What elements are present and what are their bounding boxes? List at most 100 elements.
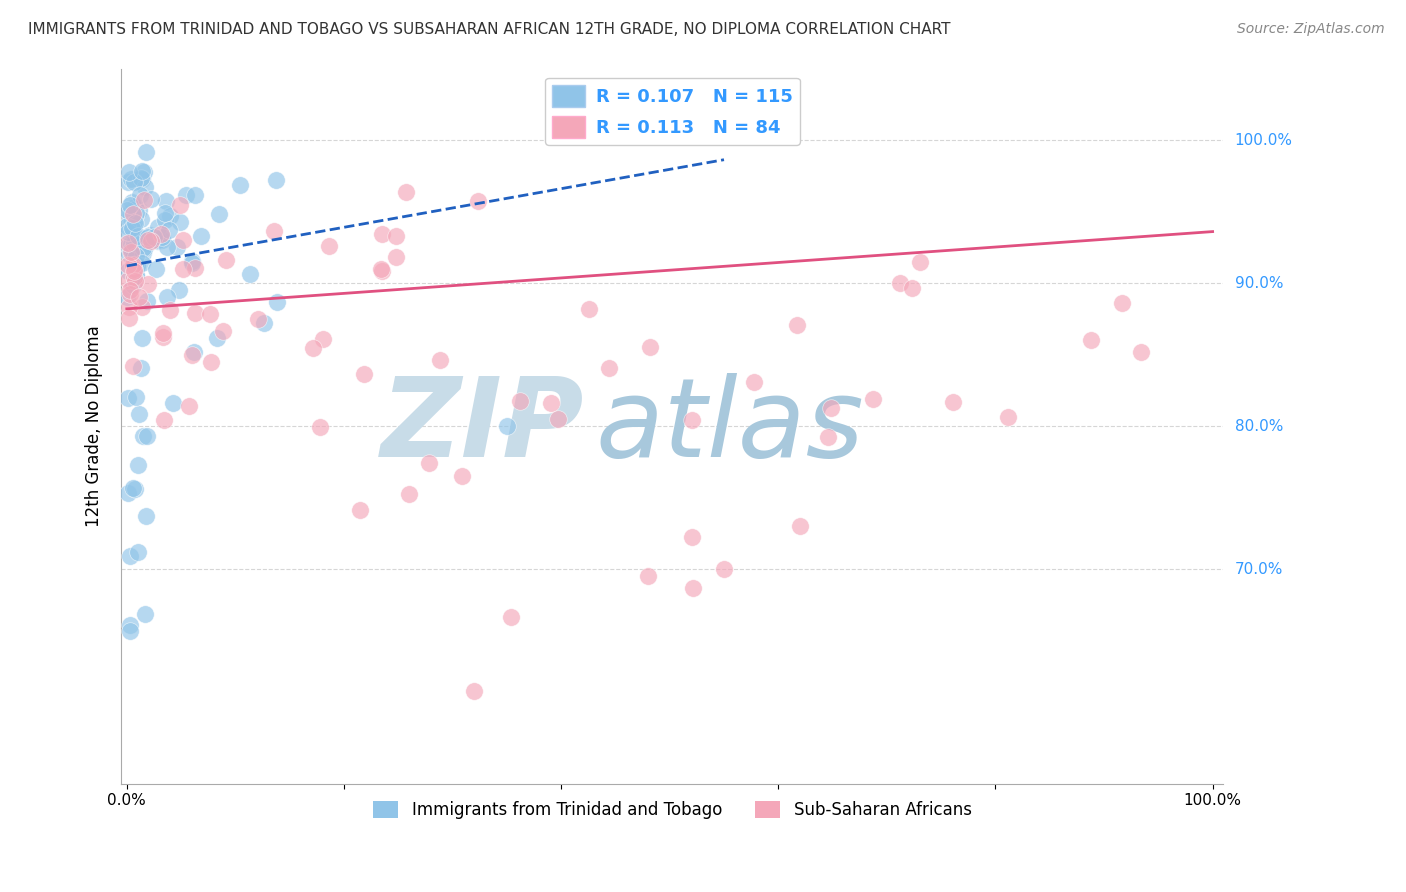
Point bbox=[127, 228, 149, 243]
Point bbox=[120, 172, 142, 186]
Point bbox=[155, 206, 177, 220]
Point bbox=[349, 502, 371, 516]
Point bbox=[124, 216, 146, 230]
Point bbox=[150, 230, 173, 244]
Point bbox=[129, 360, 152, 375]
Point bbox=[125, 268, 148, 283]
Point bbox=[353, 367, 375, 381]
Text: IMMIGRANTS FROM TRINIDAD AND TOBAGO VS SUBSAHARAN AFRICAN 12TH GRADE, NO DIPLOMA: IMMIGRANTS FROM TRINIDAD AND TOBAGO VS S… bbox=[28, 22, 950, 37]
Point bbox=[132, 246, 155, 260]
Point bbox=[122, 236, 145, 251]
Point bbox=[120, 211, 142, 226]
Point bbox=[146, 220, 169, 235]
Point bbox=[117, 258, 139, 272]
Point bbox=[118, 549, 141, 564]
Point bbox=[145, 261, 167, 276]
Point bbox=[146, 233, 169, 247]
Point bbox=[501, 609, 523, 624]
Point bbox=[398, 487, 420, 501]
Point bbox=[371, 264, 394, 278]
Point bbox=[122, 260, 145, 274]
Point bbox=[124, 202, 146, 216]
Point bbox=[142, 230, 165, 244]
Point bbox=[122, 175, 145, 189]
Point bbox=[131, 301, 153, 315]
Point bbox=[118, 164, 141, 178]
Point bbox=[131, 163, 153, 178]
Point bbox=[117, 263, 139, 277]
Point bbox=[318, 239, 340, 253]
Point bbox=[117, 391, 139, 405]
Point bbox=[997, 409, 1019, 424]
Point bbox=[118, 286, 141, 301]
Point bbox=[172, 233, 194, 247]
Point bbox=[124, 257, 146, 271]
Point bbox=[247, 312, 270, 326]
Point bbox=[180, 256, 202, 270]
Point bbox=[120, 236, 142, 251]
Point bbox=[141, 192, 163, 206]
Point bbox=[713, 562, 735, 576]
Point bbox=[127, 238, 149, 252]
Point bbox=[156, 290, 179, 304]
Point bbox=[181, 254, 204, 268]
Point bbox=[252, 316, 274, 330]
Point bbox=[153, 213, 176, 227]
Point bbox=[786, 318, 808, 333]
Point bbox=[121, 277, 143, 292]
Point bbox=[239, 267, 262, 281]
Point bbox=[152, 326, 174, 340]
Point bbox=[132, 241, 155, 255]
Point bbox=[264, 173, 287, 187]
Point bbox=[124, 482, 146, 496]
Point bbox=[127, 458, 149, 472]
Point bbox=[302, 341, 325, 355]
Point bbox=[122, 359, 145, 374]
Point bbox=[910, 255, 932, 269]
Point bbox=[125, 206, 148, 220]
Point bbox=[118, 214, 141, 228]
Point bbox=[309, 419, 332, 434]
Point bbox=[547, 412, 569, 426]
Point bbox=[744, 375, 766, 389]
Point bbox=[122, 262, 145, 277]
Point bbox=[467, 194, 489, 208]
Point bbox=[128, 188, 150, 202]
Point bbox=[172, 261, 194, 276]
Point bbox=[598, 361, 620, 376]
Point bbox=[128, 290, 150, 304]
Point bbox=[118, 206, 141, 220]
Point bbox=[121, 250, 143, 264]
Point bbox=[215, 252, 238, 267]
Point bbox=[418, 457, 440, 471]
Point bbox=[134, 243, 156, 257]
Point bbox=[139, 227, 162, 242]
Point bbox=[190, 228, 212, 243]
Point bbox=[122, 264, 145, 278]
Point bbox=[136, 233, 159, 247]
Point bbox=[122, 270, 145, 285]
Point bbox=[146, 234, 169, 248]
Point bbox=[120, 618, 142, 632]
Point bbox=[125, 249, 148, 263]
Point bbox=[121, 221, 143, 235]
Point bbox=[184, 260, 207, 275]
Text: 90.0%: 90.0% bbox=[1234, 276, 1284, 291]
Point bbox=[117, 273, 139, 287]
Point bbox=[134, 607, 156, 621]
Text: 80.0%: 80.0% bbox=[1234, 418, 1282, 434]
Text: 100.0%: 100.0% bbox=[1234, 133, 1292, 147]
Point bbox=[159, 209, 181, 223]
Point bbox=[166, 240, 188, 254]
Point bbox=[129, 212, 152, 227]
Point bbox=[205, 331, 228, 345]
Text: atlas: atlas bbox=[595, 373, 863, 480]
Point bbox=[862, 392, 884, 406]
Point bbox=[463, 683, 485, 698]
Point bbox=[942, 394, 965, 409]
Point bbox=[150, 233, 173, 247]
Point bbox=[266, 295, 288, 310]
Point bbox=[121, 212, 143, 227]
Point bbox=[124, 270, 146, 285]
Point bbox=[208, 207, 231, 221]
